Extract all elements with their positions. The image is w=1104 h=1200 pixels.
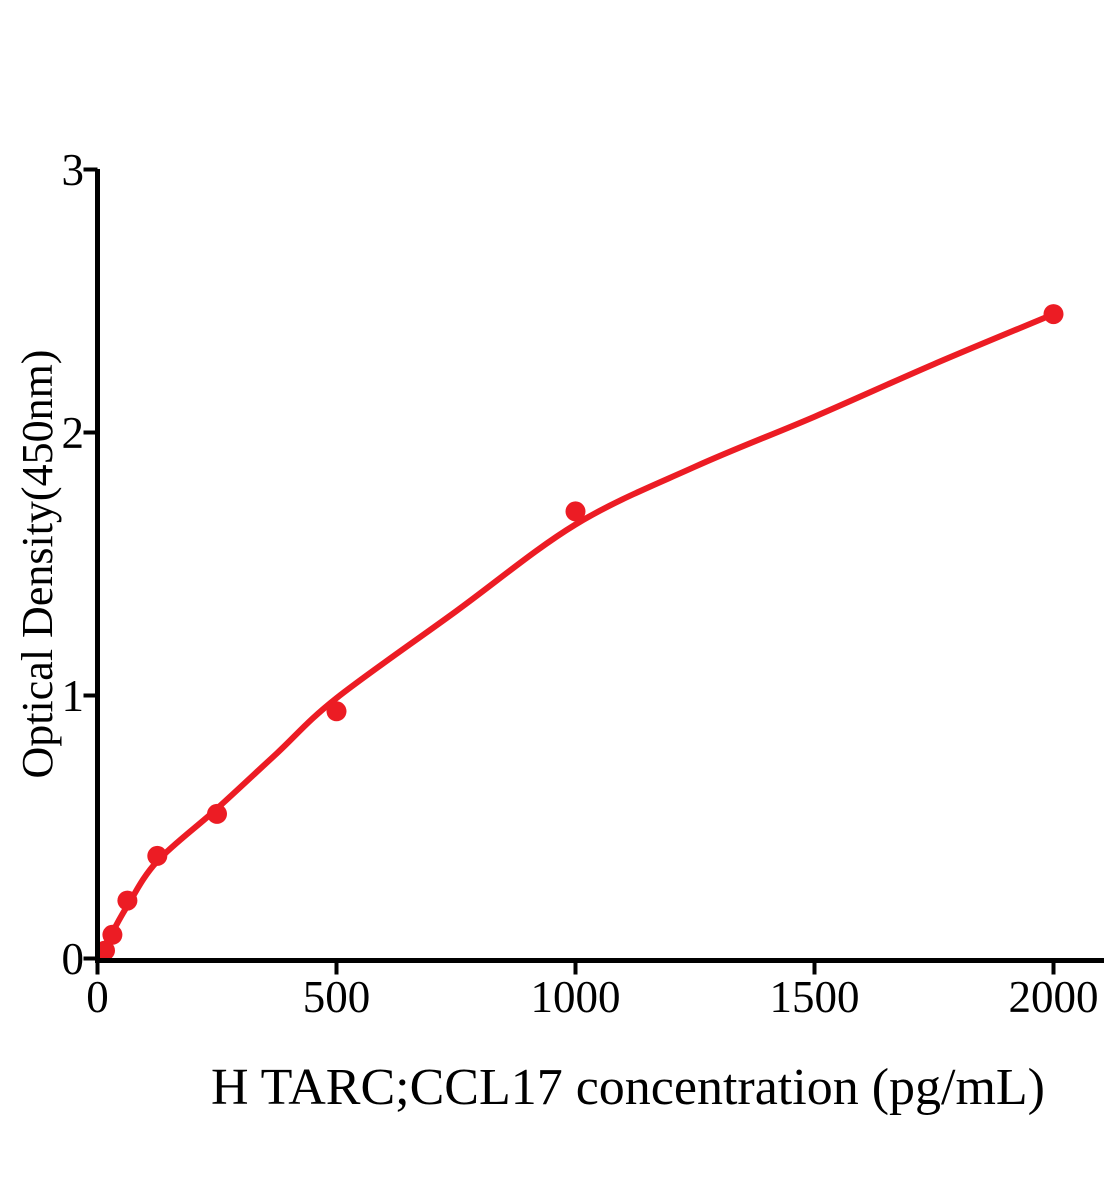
data-point — [207, 803, 227, 824]
x-tick-label: 1500 — [769, 972, 860, 1022]
x-axis-title: H TARC;CCL17 concentration (pg/mL) — [211, 1059, 1045, 1116]
y-tick-label: 0 — [61, 933, 85, 984]
data-point — [102, 924, 123, 945]
data-point — [326, 701, 347, 722]
x-tick-label: 0 — [86, 972, 109, 1022]
data-point — [117, 890, 138, 911]
data-point — [1043, 304, 1064, 325]
y-tick-label: 2 — [61, 407, 85, 458]
data-point — [147, 845, 168, 866]
data-point — [565, 501, 586, 522]
y-axis-title: Optical Density(450nm) — [13, 349, 62, 779]
y-tick-label: 3 — [61, 144, 85, 195]
x-tick-label: 500 — [302, 972, 371, 1022]
fitted-curve — [94, 311, 1057, 962]
y-tick-label: 1 — [61, 670, 85, 721]
x-tick-label: 2000 — [1008, 972, 1099, 1022]
x-tick-label: 1000 — [530, 972, 621, 1022]
